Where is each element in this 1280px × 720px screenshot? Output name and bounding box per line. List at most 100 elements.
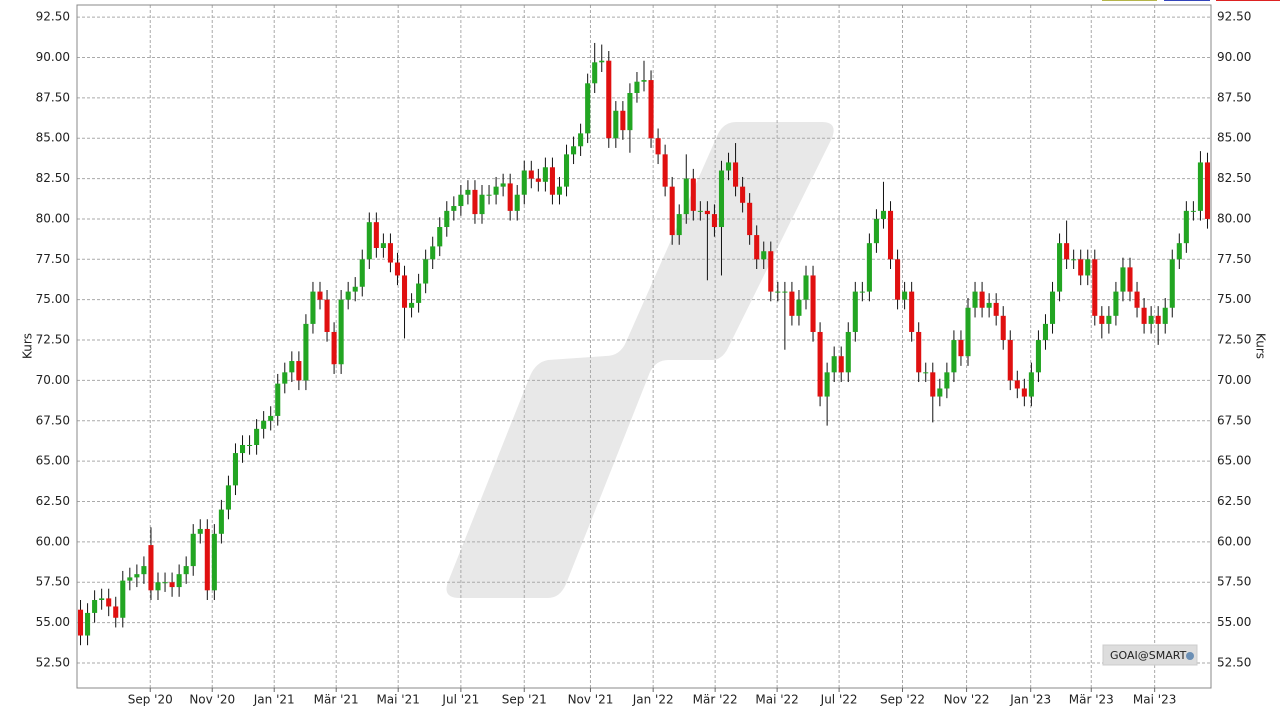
candle-body <box>1162 307 1168 324</box>
candle-body <box>817 331 823 397</box>
candle-body <box>444 210 450 228</box>
candle-body <box>1028 372 1034 397</box>
candle-body <box>704 210 710 215</box>
y-tick-label-right: 52.50 <box>1217 655 1251 669</box>
y-tick-label-right: 65.00 <box>1217 454 1251 468</box>
candle-body <box>571 146 577 155</box>
candle-body <box>324 299 330 332</box>
y-tick-label: 60.00 <box>36 534 70 548</box>
candle-body <box>923 372 929 374</box>
x-tick-label: Jan '22 <box>632 693 674 707</box>
candle-body <box>232 453 239 486</box>
candle-body <box>1120 267 1126 292</box>
candle-body <box>733 162 739 187</box>
candle-body <box>507 183 513 211</box>
candle-body <box>1057 243 1063 292</box>
candle-body <box>880 210 887 219</box>
candle-body <box>972 291 978 308</box>
candle-body <box>895 259 901 300</box>
candle-body <box>493 186 499 195</box>
y-tick-label-right: 87.50 <box>1217 90 1251 104</box>
candle-body <box>1007 340 1013 381</box>
watermark <box>446 122 834 598</box>
candle-body <box>1042 323 1049 341</box>
candle-body <box>373 222 379 249</box>
candle-body <box>521 170 527 195</box>
x-tick-label: Mai '23 <box>1133 693 1176 707</box>
candle-body <box>183 566 189 575</box>
candle-body <box>1064 243 1070 260</box>
y-tick-label-right: 85.00 <box>1217 131 1251 145</box>
candle-body <box>676 214 682 236</box>
candle-body <box>831 356 837 373</box>
candle-body <box>979 291 985 308</box>
candle-body <box>1134 291 1140 308</box>
badge-box <box>1102 644 1198 666</box>
candle-body <box>1113 291 1119 316</box>
candle-body <box>1035 340 1041 373</box>
y-tick-label: 57.50 <box>36 575 70 589</box>
y-tick-label: 82.50 <box>36 171 70 185</box>
candle-body <box>930 372 936 397</box>
candle-body <box>655 138 661 155</box>
candle-body <box>1190 210 1196 212</box>
candle-body <box>563 154 570 187</box>
candle-body <box>303 323 309 381</box>
candle-body <box>873 218 879 244</box>
candle-body <box>268 415 274 421</box>
y-tick-label: 67.50 <box>36 413 70 427</box>
candle-body <box>155 582 161 591</box>
y-tick-label: 62.50 <box>36 494 70 508</box>
x-tick-label: Nov '21 <box>568 693 614 707</box>
candle-body <box>1155 315 1161 324</box>
y-tick-label: 77.50 <box>36 252 70 266</box>
candle-body <box>690 178 696 211</box>
y-tick-label-right: 90.00 <box>1217 50 1251 64</box>
plot-frame <box>76 4 1212 689</box>
y-tick-label: 87.50 <box>36 90 70 104</box>
x-tick-label: Sep '20 <box>128 693 173 707</box>
candle-body <box>803 275 809 300</box>
candle-body <box>641 80 647 82</box>
candle-body <box>951 340 957 373</box>
candle-body <box>1021 388 1027 397</box>
candle-body <box>711 214 717 228</box>
candle-body <box>190 533 196 567</box>
candle-body <box>1141 307 1147 324</box>
x-tick-label: Sep '22 <box>880 693 925 707</box>
candle-body <box>648 80 654 139</box>
y-tick-label: 70.00 <box>36 373 70 387</box>
candle-body <box>838 356 844 373</box>
candle-body <box>669 186 675 236</box>
candle-body <box>620 110 626 131</box>
x-tick-label: Mär '23 <box>1069 693 1114 707</box>
x-tick-label: Sep '21 <box>502 693 547 707</box>
candle-body <box>845 331 851 373</box>
candle-body <box>585 83 591 134</box>
candle-body <box>99 598 105 601</box>
x-tick-label: Jul '22 <box>820 693 858 707</box>
candle-body <box>887 210 894 260</box>
candle-body <box>366 222 372 260</box>
candle-body <box>239 444 246 454</box>
x-tick-label: Mär '21 <box>314 693 359 707</box>
candle-body <box>1127 267 1133 292</box>
candle-body <box>345 291 351 300</box>
candle-body <box>317 291 323 300</box>
candle-body <box>1148 315 1154 324</box>
y-tick-label-right: 60.00 <box>1217 534 1251 548</box>
candle-body <box>958 340 964 357</box>
candle-body <box>852 291 858 332</box>
candle-body <box>401 275 408 308</box>
candle-body <box>254 428 260 445</box>
candle-body <box>331 331 337 365</box>
candle-body <box>479 194 485 215</box>
candle-body <box>866 243 872 292</box>
y-tick-label-right: 72.50 <box>1217 333 1251 347</box>
y-tick-label: 90.00 <box>36 50 70 64</box>
candle-body <box>416 283 422 303</box>
candle-body <box>1106 315 1112 324</box>
y-tick-label: 55.00 <box>36 615 70 629</box>
candle-body <box>909 291 915 332</box>
